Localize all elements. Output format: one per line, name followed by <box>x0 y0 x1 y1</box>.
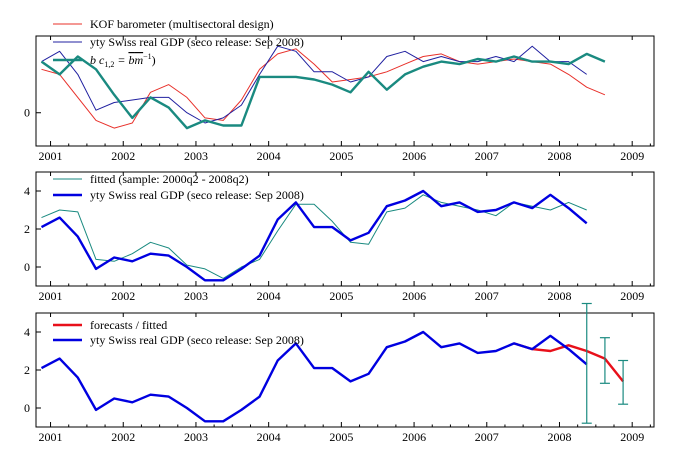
x-tick-label: 2001 <box>39 149 63 163</box>
x-tick-label: 2009 <box>620 430 644 444</box>
x-tick-label: 2003 <box>184 430 208 444</box>
panel-fitted: 2001 2002 2003 2004 2005 2006 2007 2008 2009024 … <box>24 171 655 303</box>
x-tick-label: 2008 <box>547 430 571 444</box>
x-tick-label: 2004 <box>257 430 281 444</box>
series-line-0 <box>41 48 606 129</box>
x-tick-label: 2003 <box>184 289 208 303</box>
x-tick-label: 2002 <box>111 430 135 444</box>
y-tick-label: 2 <box>24 363 30 377</box>
legend-label-gdp: yty Swiss real GDP (seco release: Sep 20… <box>90 188 304 202</box>
y-tick-label: 4 <box>24 325 30 339</box>
legend-label-gdp: yty Swiss real GDP (seco release: Sep 20… <box>90 35 304 49</box>
x-tick-label: 2009 <box>620 289 644 303</box>
x-tick-label: 2004 <box>257 289 281 303</box>
x-tick-label: 2005 <box>329 430 353 444</box>
x-tick-label: 2001 <box>39 430 63 444</box>
legend-label-fitted: fitted (sample: 2000q2 - 2008q2) <box>90 172 249 186</box>
legend-label-factor: b c1,2 = bm−1) <box>90 52 156 69</box>
y-tick-label: 0 <box>24 106 30 120</box>
x-tick-label: 2005 <box>329 149 353 163</box>
y-tick-label: 0 <box>24 401 30 415</box>
x-tick-label: 2007 <box>475 149 499 163</box>
plot-frame <box>35 35 655 147</box>
forecast-error-bars <box>581 302 629 424</box>
x-tick-label: 2008 <box>547 149 571 163</box>
legend: fitted (sample: 2000q2 - 2008q2) yty Swi… <box>53 172 304 202</box>
x-tick-label: 2002 <box>111 289 135 303</box>
y-tick-label: 2 <box>24 222 30 236</box>
series-line-1 <box>40 189 588 282</box>
series-lines <box>40 45 606 130</box>
x-tick-label: 2009 <box>620 149 644 163</box>
series-lines <box>40 189 588 282</box>
legend-label-kof: KOF barometer (multisectoral design) <box>90 17 274 31</box>
panel-kof-barometer: 2001 2002 2003 2004 2005 2006 2007 2008 2009 0 KO… <box>24 17 655 163</box>
x-tick-label: 2007 <box>475 289 499 303</box>
x-tick-label: 2007 <box>475 430 499 444</box>
x-tick-label: 2006 <box>402 289 426 303</box>
series-line-2 <box>40 52 606 130</box>
axis-ticks: 2001 2002 2003 2004 2005 2006 2007 2008 2009 0 2 4 <box>24 172 651 303</box>
legend-label-gdp: yty Swiss real GDP (seco release: Sep 20… <box>90 333 304 347</box>
x-tick-label: 2004 <box>257 149 281 163</box>
legend: forecasts / fitted yty Swiss real GDP (s… <box>53 318 304 347</box>
x-tick-label: 2008 <box>547 289 571 303</box>
series-line-1 <box>40 330 588 423</box>
y-tick-label: 4 <box>24 184 30 198</box>
x-tick-label: 2002 <box>111 149 135 163</box>
series-line-0 <box>41 194 587 279</box>
x-tick-label: 2003 <box>184 149 208 163</box>
axis-ticks: 2001 2002 2003 2004 2005 2006 2007 2008 2009 0 2 4 <box>24 313 651 444</box>
y-tick-label: 0 <box>24 260 30 274</box>
x-tick-label: 2006 <box>402 430 426 444</box>
legend-label-forecasts: forecasts / fitted <box>90 318 167 332</box>
x-tick-label: 2001 <box>39 289 63 303</box>
legend: KOF barometer (multisectoral design) yty… <box>53 17 304 69</box>
axis-ticks: 2001 2002 2003 2004 2005 2006 2007 2008 2009 0 <box>24 36 651 163</box>
x-tick-label: 2006 <box>402 149 426 163</box>
series-line-1 <box>41 45 587 124</box>
panel-forecasts: 2001 2002 2003 2004 2005 2006 2007 2008 2009024 … <box>24 302 655 444</box>
x-tick-label: 2005 <box>329 289 353 303</box>
